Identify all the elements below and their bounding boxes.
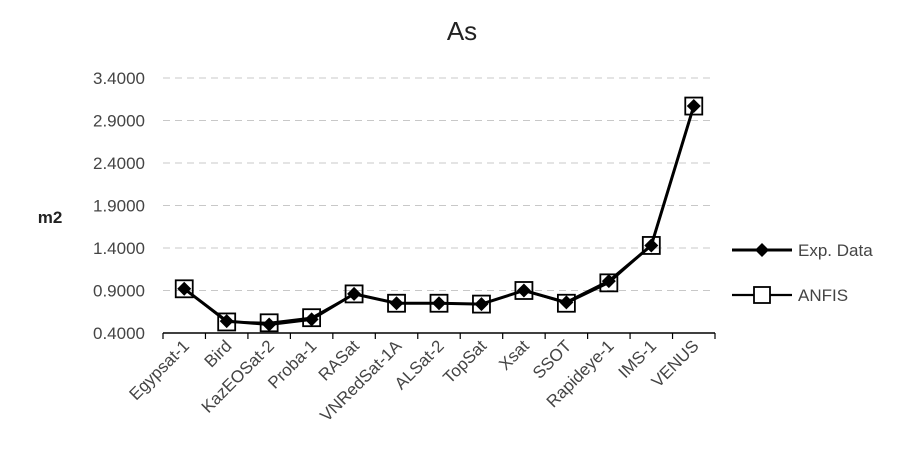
anfis-point xyxy=(302,308,322,328)
legend: Exp. Data ANFIS xyxy=(732,241,873,305)
exp-data-point xyxy=(474,297,489,312)
anfis-point xyxy=(514,281,534,300)
anfis-point xyxy=(472,294,491,314)
anfis-point xyxy=(217,312,237,332)
chart-title: As xyxy=(447,16,477,46)
anfis-point xyxy=(259,313,279,333)
anfis-point xyxy=(429,293,449,313)
legend-square-marker xyxy=(753,286,771,304)
y-tick-label: 2.4000 xyxy=(93,154,145,173)
anfis-point xyxy=(387,293,406,313)
exp-data-point xyxy=(304,312,319,327)
anfis-point xyxy=(556,293,576,313)
y-tick-labels: 0.4000 0.9000 1.4000 1.9000 2.4000 2.9000 3.40… xyxy=(93,69,145,343)
anfis-point xyxy=(174,279,194,299)
exp-data-point xyxy=(432,296,446,311)
y-tick-label: 0.9000 xyxy=(93,282,145,301)
anfis-point xyxy=(599,273,619,293)
gridlines xyxy=(163,77,715,291)
exp-data-point xyxy=(219,314,234,329)
y-axis-label: m2 xyxy=(38,208,63,227)
exp-data-point xyxy=(601,274,616,289)
x-axis xyxy=(162,332,716,339)
legend-entry: ANFIS xyxy=(798,286,848,305)
anfis-point xyxy=(641,236,661,255)
x-tick-label: VENUS xyxy=(648,336,703,391)
x-tick-label: Xsat xyxy=(495,336,533,374)
exp-data-point xyxy=(559,295,574,310)
anfis-point xyxy=(344,284,364,304)
y-tick-label: 1.4000 xyxy=(93,239,145,258)
legend-diamond-marker xyxy=(755,243,769,257)
y-tick-label: 0.4000 xyxy=(93,324,145,343)
y-tick-label: 1.9000 xyxy=(93,197,145,216)
exp-data-point xyxy=(347,286,362,301)
legend-entry: Exp. Data xyxy=(798,241,873,260)
exp-data-point xyxy=(262,317,277,332)
x-tick-label: Egypsat-1 xyxy=(125,336,193,404)
x-tick-labels: Egypsat-1 BirdKazEOSat-2Proba-1RASatVNRed… xyxy=(125,336,702,425)
series-group xyxy=(174,96,704,333)
exp-data-point xyxy=(516,283,531,298)
anfis-point xyxy=(684,96,704,116)
y-tick-label: 2.9000 xyxy=(93,112,145,131)
exp-data-point xyxy=(177,281,192,296)
x-tick-label: TopSat xyxy=(439,336,490,387)
exp-data-point xyxy=(644,238,659,253)
exp-data-point xyxy=(686,99,701,114)
y-tick-label: 3.4000 xyxy=(93,69,145,88)
exp-data-point xyxy=(389,296,404,311)
x-tick-label: Bird xyxy=(201,336,236,371)
